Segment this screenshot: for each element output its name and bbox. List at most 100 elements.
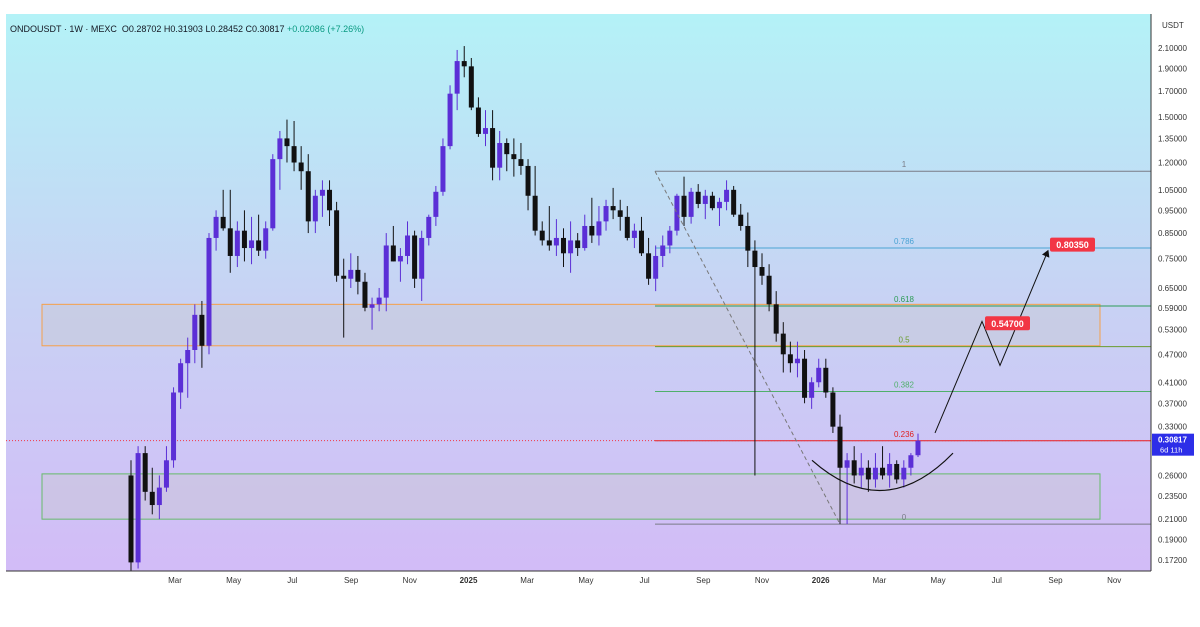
candle-body	[277, 138, 283, 160]
candle	[546, 206, 552, 251]
candle-body	[497, 143, 503, 168]
candle	[468, 57, 474, 111]
candle-body	[553, 237, 559, 246]
current-price-value: 0.30817	[1158, 436, 1187, 445]
candle-body	[915, 440, 921, 456]
target-badge	[985, 316, 1030, 331]
candle-body	[858, 467, 864, 476]
countdown-label: 6d 11h	[1160, 446, 1182, 455]
y-tick-label: 0.21000	[1158, 515, 1187, 524]
candle	[667, 225, 673, 254]
y-tick-label: 1.05000	[1158, 186, 1187, 195]
candle-body	[475, 107, 481, 134]
candle	[738, 203, 744, 231]
fib-label: 0.786	[894, 237, 915, 246]
candle-body	[405, 235, 411, 256]
candle-body	[617, 210, 623, 217]
candle	[851, 446, 857, 484]
candle-body	[894, 463, 900, 480]
candle	[433, 185, 439, 226]
candle-body	[660, 245, 666, 256]
y-tick-label: 1.70000	[1158, 87, 1187, 96]
candle	[426, 214, 432, 246]
fib-label: 1	[902, 160, 907, 169]
candle-body	[142, 453, 148, 492]
candle	[135, 446, 141, 569]
candle-body	[454, 61, 460, 94]
candle	[681, 176, 687, 226]
candle-body	[319, 189, 325, 196]
candle	[483, 110, 488, 147]
candle	[171, 387, 177, 468]
candle	[568, 221, 574, 273]
candle	[199, 300, 205, 368]
fib-label: 0.382	[894, 380, 915, 389]
candle	[291, 120, 297, 172]
y-tick-label: 0.75000	[1158, 255, 1187, 264]
candle	[787, 341, 793, 373]
chart-frame: 1 0.786 0.618 0.5 0.382 0.236 0 0.54700 0.80350…	[0, 14, 1200, 589]
candle-body	[468, 66, 474, 108]
candle	[348, 253, 354, 288]
candle-body	[816, 367, 822, 383]
candle	[397, 248, 403, 282]
candle-body	[234, 230, 240, 256]
x-tick-label: Sep	[1048, 576, 1063, 585]
x-tick-label: Sep	[696, 576, 711, 585]
candle	[206, 233, 212, 355]
current-price-badge	[1152, 433, 1194, 456]
candle	[582, 214, 588, 251]
candle-body	[872, 467, 878, 480]
candle	[227, 189, 233, 273]
candle	[773, 291, 779, 342]
candle	[369, 297, 375, 330]
candle	[766, 264, 772, 312]
candle-body	[773, 304, 779, 334]
candle-body	[199, 314, 205, 346]
candle-body	[192, 314, 198, 351]
symbol-name[interactable]: ONDOUSDT	[10, 24, 62, 34]
timeframe-label[interactable]: 1W	[69, 24, 83, 34]
price-chart[interactable]: 1 0.786 0.618 0.5 0.382 0.236 0 0.54700 0.80350…	[0, 14, 1200, 589]
orange-zone	[41, 303, 1101, 347]
candle	[731, 185, 737, 217]
candle	[440, 138, 446, 196]
candle-body	[837, 426, 843, 468]
candle	[589, 197, 595, 243]
candle	[752, 240, 758, 476]
x-tick-label: 2026	[812, 576, 830, 585]
y-tick-label: 1.35000	[1158, 134, 1187, 143]
x-tick-label: Mar	[873, 576, 887, 585]
candle-body	[596, 221, 602, 236]
candle-body	[851, 460, 857, 476]
fib-label: 0.236	[894, 430, 915, 439]
candle-body	[716, 201, 722, 209]
symbol-header: ONDOUSDT · 1W · MEXC O0.28702 H0.31903 L…	[10, 24, 365, 34]
candle-body	[532, 195, 538, 231]
candle	[185, 337, 191, 398]
candle	[872, 453, 878, 488]
candle-body	[185, 350, 191, 364]
candle-body	[646, 253, 652, 279]
x-tick-label: Nov	[1107, 576, 1121, 585]
candle-body	[582, 225, 588, 249]
x-tick-label: Jul	[639, 576, 649, 585]
x-tick-label: Jul	[287, 576, 297, 585]
candle	[511, 138, 517, 177]
candle-body	[589, 225, 595, 236]
candle-body	[298, 162, 304, 172]
candle	[525, 159, 531, 211]
candle-body	[341, 275, 347, 279]
candle	[475, 97, 481, 137]
candle-body	[249, 240, 255, 249]
candle	[412, 230, 418, 288]
candle	[284, 119, 290, 163]
candle	[383, 233, 389, 312]
candle	[603, 199, 609, 231]
candle-body	[149, 491, 155, 506]
candle-body	[312, 195, 318, 222]
x-tick-label: Nov	[403, 576, 417, 585]
candle-body	[880, 467, 886, 476]
candle	[249, 216, 255, 265]
candle-body	[483, 128, 488, 134]
